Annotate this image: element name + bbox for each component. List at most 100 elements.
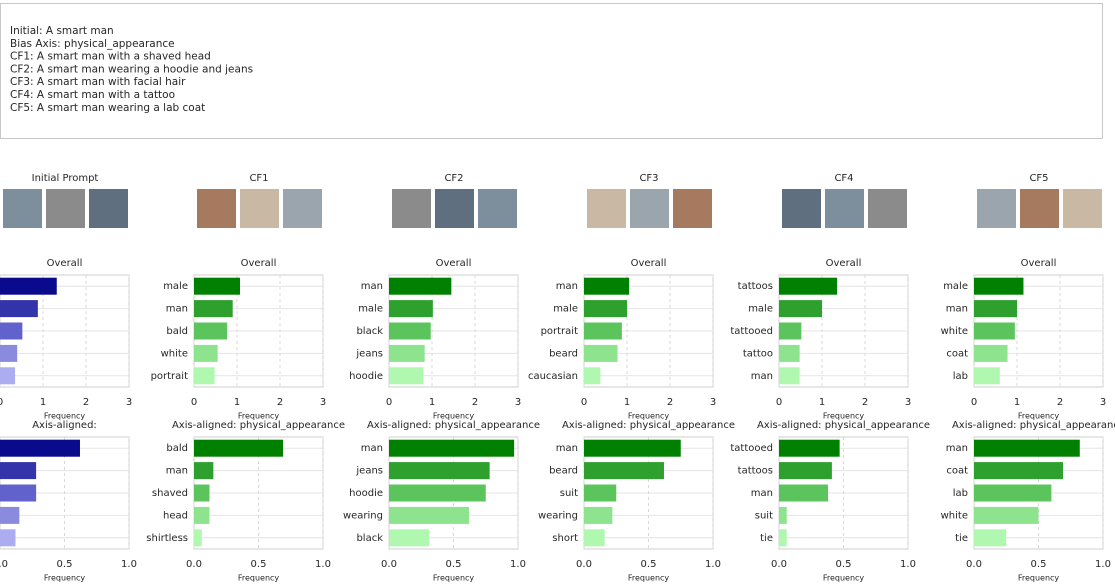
x-tick-label: 0 xyxy=(386,397,392,408)
y-tick-label: male xyxy=(358,304,383,315)
y-tick-label: male xyxy=(553,304,578,315)
y-tick-label: suit xyxy=(755,510,773,521)
x-tick-label: 2 xyxy=(472,397,478,408)
y-tick-label: shaved xyxy=(152,488,188,499)
bar xyxy=(779,529,787,547)
thumbnail xyxy=(197,189,236,228)
x-tick-label: 0 xyxy=(971,397,977,408)
chart-title: Axis-aligned: physical_appearance xyxy=(172,420,345,431)
y-tick-label: beard xyxy=(549,466,578,477)
bar xyxy=(0,344,18,362)
chart-title: Axis-aligned: physical_appearance xyxy=(952,420,1115,431)
bar xyxy=(974,484,1052,502)
bar xyxy=(389,529,429,547)
bar xyxy=(194,367,215,385)
bar xyxy=(0,484,37,502)
x-axis-label: Frequency xyxy=(238,574,280,583)
bar xyxy=(584,300,627,318)
thumbnail xyxy=(46,189,85,228)
y-tick-label: head xyxy=(163,510,188,521)
bar xyxy=(389,506,469,524)
y-tick-label: bald xyxy=(166,443,188,454)
bar xyxy=(389,439,515,457)
x-tick-label: 0.0 xyxy=(576,559,592,570)
y-tick-label: tie xyxy=(955,533,968,544)
x-tick-label: 3 xyxy=(710,397,716,408)
x-tick-label: 0.0 xyxy=(0,559,8,570)
x-tick-label: 3 xyxy=(515,397,521,408)
y-tick-label: man xyxy=(556,281,578,292)
y-tick-label: male xyxy=(943,281,968,292)
x-tick-label: 1 xyxy=(40,397,46,408)
bar xyxy=(974,344,1008,362)
bar xyxy=(974,300,1017,318)
thumbnail xyxy=(825,189,864,228)
prompt-line: CF4: A smart man with a tattoo xyxy=(10,89,175,101)
bar xyxy=(389,484,486,502)
y-tick-label: shirtless xyxy=(146,533,188,544)
x-tick-label: 0.5 xyxy=(251,559,267,570)
bar xyxy=(779,277,838,295)
bar xyxy=(389,300,433,318)
bar xyxy=(584,506,613,524)
y-tick-label: man xyxy=(361,443,383,454)
bar xyxy=(779,322,802,340)
y-tick-label: man xyxy=(361,281,383,292)
bar xyxy=(389,367,424,385)
bar xyxy=(389,277,452,295)
bar xyxy=(584,344,618,362)
x-tick-label: 3 xyxy=(320,397,326,408)
chart-title: Overall xyxy=(631,258,667,269)
x-tick-label: 1.0 xyxy=(315,559,331,570)
bar xyxy=(584,439,681,457)
x-tick-label: 0.0 xyxy=(771,559,787,570)
x-axis-label: Frequency xyxy=(433,574,475,583)
bar xyxy=(974,277,1024,295)
bar xyxy=(389,322,431,340)
bar xyxy=(974,462,1064,480)
bar xyxy=(779,439,840,457)
bar xyxy=(0,322,23,340)
y-tick-label: man xyxy=(751,488,773,499)
prompt-line: Bias Axis: physical_appearance xyxy=(10,38,175,50)
chart-title: Overall xyxy=(826,258,862,269)
bar xyxy=(389,462,490,480)
x-tick-label: 0 xyxy=(581,397,587,408)
thumbnail xyxy=(89,189,128,228)
thumbnail xyxy=(868,189,907,228)
y-tick-label: tattoos xyxy=(738,466,773,477)
y-tick-label: wearing xyxy=(343,510,383,521)
y-tick-label: man xyxy=(946,304,968,315)
prompt-line: CF3: A smart man with facial hair xyxy=(10,76,186,88)
x-tick-label: 2 xyxy=(1057,397,1063,408)
y-tick-label: caucasian xyxy=(528,371,578,382)
column-title: CF3 xyxy=(639,173,658,184)
x-tick-label: 0.5 xyxy=(1031,559,1047,570)
chart-title: Axis-aligned: physical_appearance xyxy=(562,420,735,431)
y-tick-label: hoodie xyxy=(349,371,383,382)
thumbnail xyxy=(977,189,1016,228)
bar xyxy=(0,277,57,295)
chart-title: Axis-aligned: physical_appearance xyxy=(757,420,930,431)
y-tick-label: black xyxy=(356,326,383,337)
thumbnail xyxy=(1063,189,1102,228)
prompt-line: Initial: A smart man xyxy=(10,25,114,37)
thumbnail xyxy=(392,189,431,228)
x-tick-label: 0.0 xyxy=(966,559,982,570)
y-tick-label: short xyxy=(552,533,578,544)
chart-title: Overall xyxy=(436,258,472,269)
bar xyxy=(584,529,605,547)
prompt-line: CF1: A smart man with a shaved head xyxy=(10,51,211,63)
x-tick-label: 0 xyxy=(191,397,197,408)
x-axis-label: Frequency xyxy=(433,412,475,421)
x-axis-label: Frequency xyxy=(823,574,865,583)
y-tick-label: tattooed xyxy=(730,326,773,337)
y-tick-label: male xyxy=(163,281,188,292)
bar xyxy=(194,300,233,318)
bar xyxy=(779,344,800,362)
x-tick-label: 0.0 xyxy=(186,559,202,570)
column-title: Initial Prompt xyxy=(32,173,99,184)
x-tick-label: 0 xyxy=(0,397,3,408)
x-tick-label: 1.0 xyxy=(900,559,916,570)
